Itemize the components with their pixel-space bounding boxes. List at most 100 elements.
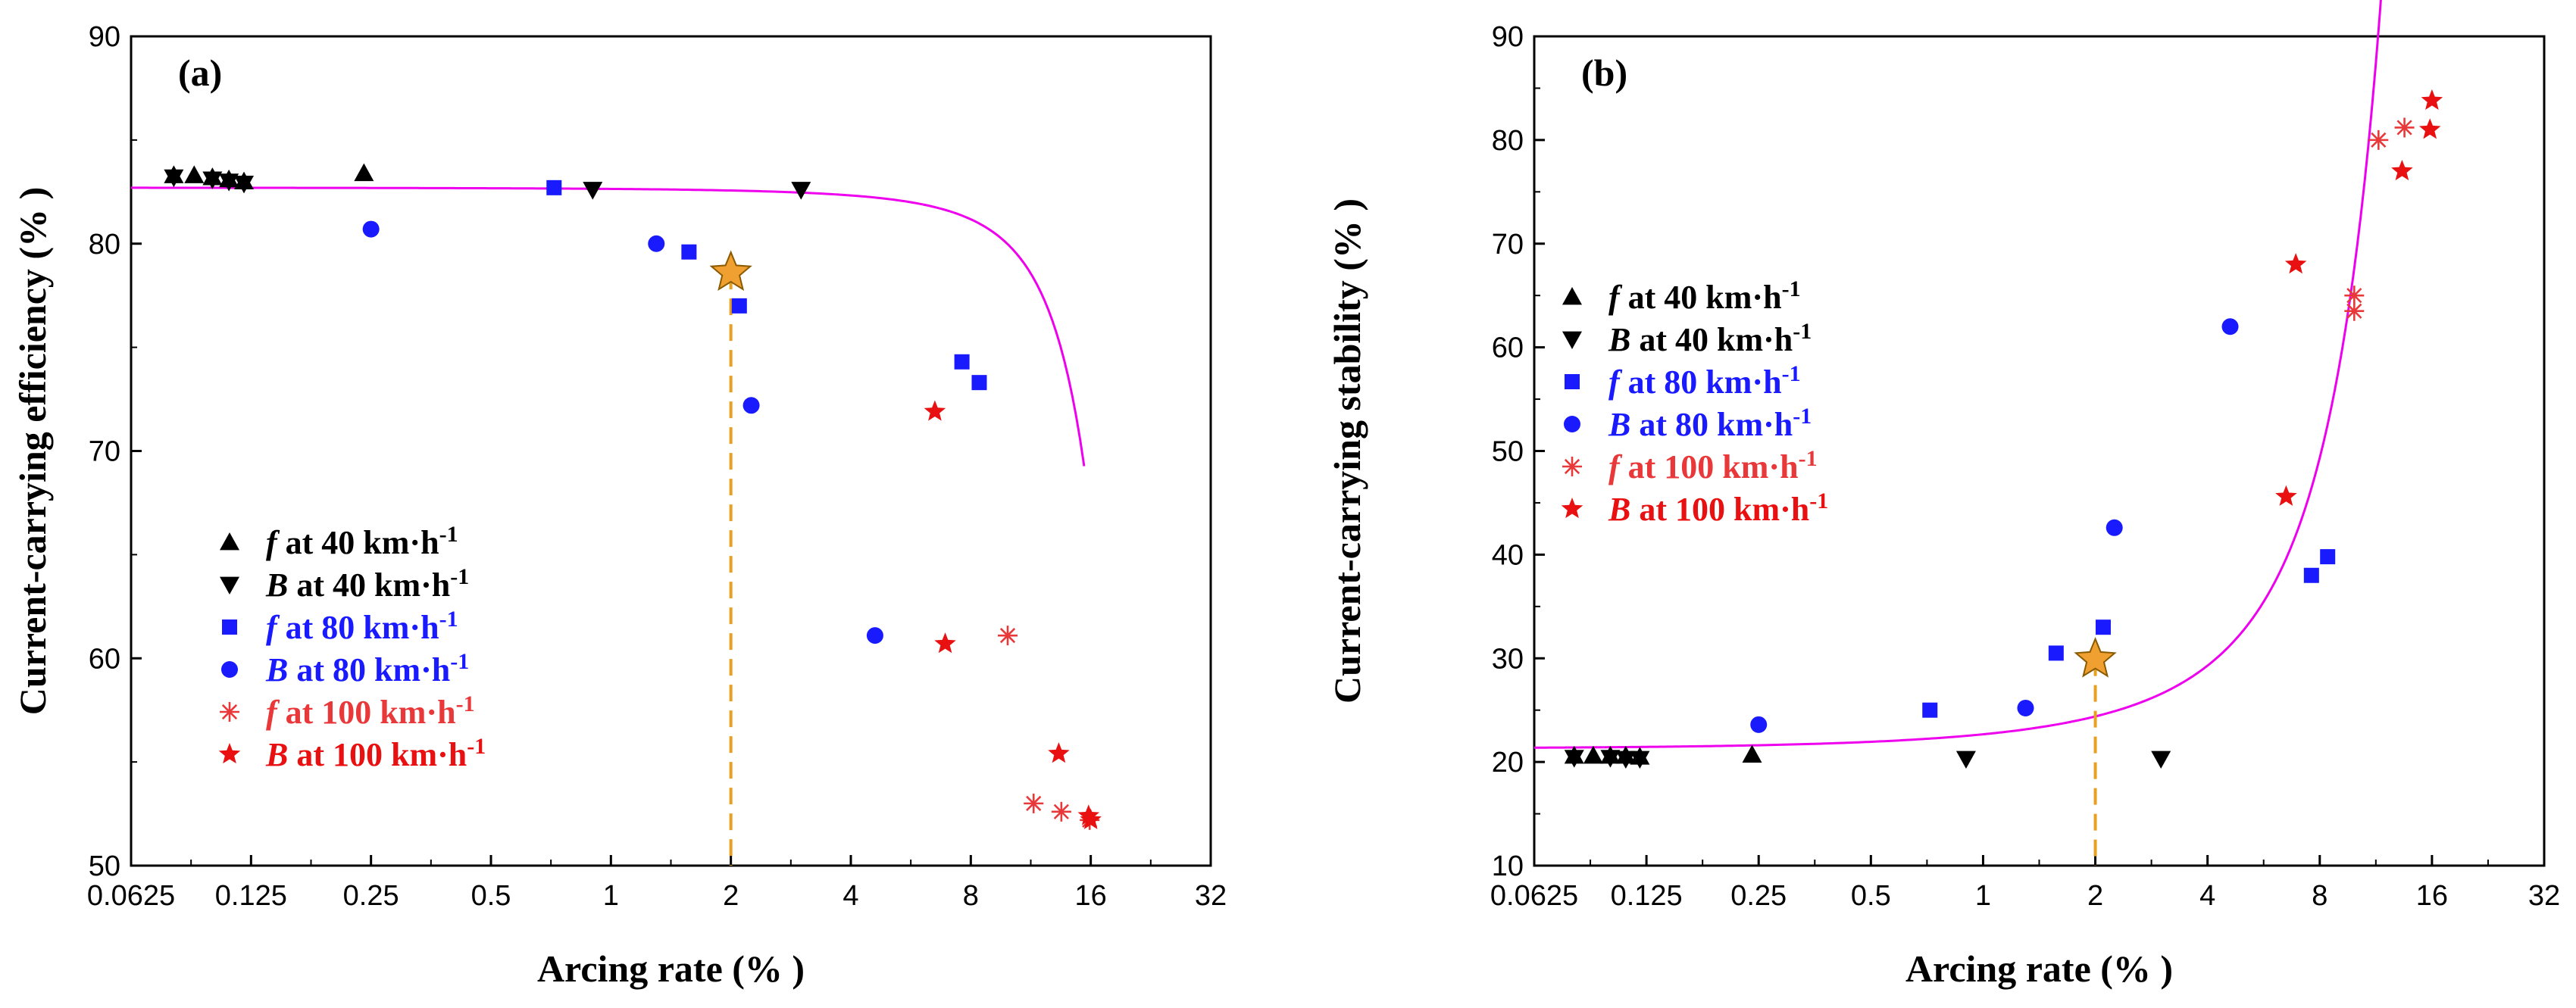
- data-point: [234, 175, 255, 194]
- data-point: [2394, 117, 2415, 138]
- y-tick-label: 60: [89, 643, 120, 675]
- legend-marker: [221, 661, 238, 678]
- x-tick-label: 2: [2087, 880, 2103, 912]
- x-tick-label: 0.0625: [1490, 880, 1578, 912]
- y-tick-label: 50: [1492, 436, 1524, 468]
- x-tick-label: 8: [2312, 880, 2327, 912]
- x-tick-label: 0.0625: [87, 880, 175, 912]
- chart-panel-a: 0.0625 0.125 0.25 0.5 1 2 4 8 16 32 50 60 70 80 90 Arci…: [11, 21, 1227, 990]
- data-point: [362, 220, 380, 238]
- y-tick-label: 40: [1492, 539, 1524, 571]
- data-point: [2303, 567, 2319, 583]
- x-tick-label: 0.25: [343, 880, 399, 912]
- x-tick-label: 2: [723, 880, 739, 912]
- series-square: [1922, 549, 2336, 718]
- data-point: [2368, 130, 2389, 150]
- data-point: [2048, 645, 2064, 661]
- y-tick-label: 70: [89, 436, 120, 468]
- data-point: [2017, 699, 2034, 716]
- data-point: [219, 173, 239, 192]
- legend-entry: B at 80 km·h-1: [1608, 404, 1812, 443]
- y-tick-label: 70: [1492, 229, 1524, 261]
- x-tick-label: 32: [2528, 880, 2560, 912]
- x-tick-label: 0.5: [1851, 880, 1891, 912]
- legend-entry: f at 100 km·h-1: [1608, 446, 1818, 485]
- data-point: [1742, 744, 1762, 763]
- x-tick-label: 1: [1975, 880, 1991, 912]
- legend-entry: B at 40 km·h-1: [265, 564, 469, 604]
- data-point: [648, 235, 665, 252]
- legend-marker: [218, 743, 241, 764]
- data-point: [1080, 808, 1102, 829]
- data-point: [731, 298, 747, 314]
- legend-entry: B at 40 km·h-1: [1608, 319, 1812, 358]
- highlight-star-marker: [709, 250, 752, 292]
- x-tick-label: 4: [2199, 880, 2215, 912]
- legend-entry: B at 80 km·h-1: [265, 649, 469, 688]
- data-point: [2344, 301, 2365, 321]
- y-axis-title: Current-carrying stability (% ): [1326, 198, 1368, 704]
- series-triangle-up: [164, 163, 374, 190]
- data-point: [924, 400, 946, 421]
- data-point: [1955, 751, 1976, 769]
- data-point: [1615, 751, 1636, 769]
- y-tick-label: 90: [1492, 21, 1524, 53]
- legend-entry: f at 40 km·h-1: [266, 522, 458, 561]
- y-tick-label: 60: [1492, 332, 1524, 364]
- legend-marker: [1561, 498, 1583, 519]
- data-point: [998, 626, 1018, 646]
- legend-entry: f at 80 km·h-1: [1608, 361, 1801, 401]
- data-point: [1048, 742, 1070, 763]
- data-point: [971, 375, 987, 391]
- legend-marker: [220, 702, 239, 722]
- data-point: [1922, 702, 1938, 718]
- y-tick-label: 30: [1492, 643, 1524, 675]
- x-tick-label: 4: [843, 880, 858, 912]
- x-tick-label: 0.5: [471, 880, 511, 912]
- data-point: [1600, 750, 1621, 768]
- legend-marker: [1564, 416, 1580, 432]
- series-star: [2275, 89, 2443, 506]
- data-point: [354, 163, 374, 182]
- data-point: [2221, 318, 2239, 335]
- data-point: [2151, 751, 2171, 769]
- x-tick-label: 32: [1195, 880, 1227, 912]
- x-axis-title: Arcing rate (% ): [1905, 947, 2173, 990]
- y-tick-label: 20: [1492, 747, 1524, 779]
- x-tick-label: 16: [2416, 880, 2448, 912]
- data-point: [583, 182, 603, 200]
- legend-entry: f at 100 km·h-1: [266, 691, 475, 731]
- x-tick-label: 8: [963, 880, 979, 912]
- highlight-star-marker: [2074, 636, 2117, 678]
- data-point: [2391, 159, 2413, 181]
- data-point: [202, 171, 223, 189]
- legend-marker: [1562, 457, 1582, 476]
- legend: f at 40 km·h-1B at 40 km·h-1f at 80 km·h…: [1561, 276, 1828, 528]
- series-triangle-down: [164, 169, 811, 200]
- legend-marker: [220, 576, 239, 595]
- legend-marker: [220, 532, 239, 551]
- y-tick-label: 90: [89, 21, 120, 53]
- legend-entry: f at 40 km·h-1: [1608, 276, 1801, 316]
- chart-panel-b: 0.0625 0.125 0.25 0.5 1 2 4 8 16 32 10 20 30 40 50 60 70…: [1326, 0, 2560, 990]
- data-point: [2284, 253, 2307, 274]
- legend-entry: f at 80 km·h-1: [266, 607, 458, 646]
- data-point: [866, 627, 883, 644]
- legend-entry: B at 100 km·h-1: [265, 734, 486, 773]
- data-point: [954, 354, 970, 370]
- series-circle: [1750, 318, 2239, 733]
- legend-marker: [1562, 287, 1582, 305]
- legend-marker: [222, 619, 237, 635]
- data-point: [1750, 716, 1768, 733]
- legend-entry: B at 100 km·h-1: [1608, 488, 1828, 528]
- data-point: [934, 632, 956, 654]
- data-point: [681, 244, 697, 260]
- data-point: [2095, 619, 2111, 635]
- series-asterisk: [2344, 117, 2415, 321]
- data-point: [546, 179, 562, 195]
- data-point: [2421, 89, 2443, 110]
- panel-label: (b): [1581, 51, 1627, 94]
- data-point: [1051, 801, 1071, 822]
- legend-marker: [1565, 374, 1580, 389]
